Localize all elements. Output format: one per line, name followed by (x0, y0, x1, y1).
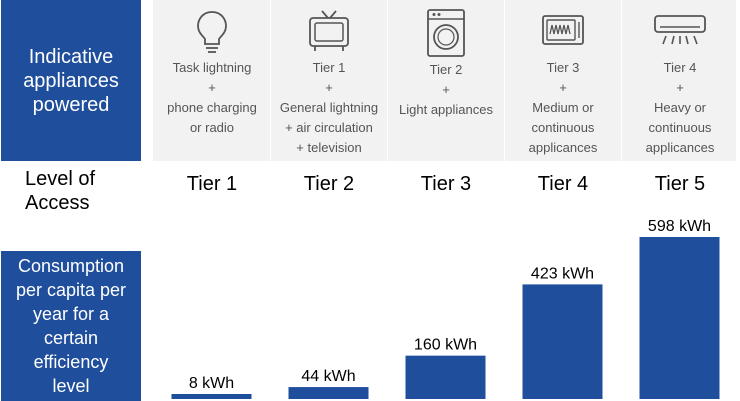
appliances-label-line: appliances (23, 69, 119, 92)
washing-machine-icon (427, 9, 465, 57)
bar-value-label: 598 kWh (648, 218, 711, 235)
tier-label: Tier 5 (654, 173, 706, 195)
bar-value-label: 160 kWh (414, 337, 477, 354)
column-divider (621, 0, 622, 161)
bar-value-label: 44 kWh (301, 368, 355, 385)
level-label-line: Access (25, 192, 90, 214)
air-conditioner-icon (654, 15, 706, 45)
television-icon (309, 10, 349, 51)
consumption-label-line: per capita per (15, 280, 127, 300)
consumption-label-line: Consumption (17, 256, 125, 276)
column-divider (270, 0, 271, 161)
appliance-description: Tier 3 + Medium or continuous applicance… (528, 60, 598, 155)
appliance-description: Tier 2 + Light appliances (399, 62, 493, 117)
level-of-access-label: Level of Access (25, 167, 95, 215)
consumption-label-line: efficiency (33, 352, 109, 372)
bar-value-label: 423 kWh (531, 265, 594, 282)
tier-label: Tier 4 (537, 173, 589, 195)
bar-tier-4 (522, 284, 603, 399)
consumption-label-line: year for a (32, 304, 110, 324)
column-divider (387, 0, 388, 161)
microwave-icon (542, 15, 584, 45)
appliances-row-label: Indicative appliances powered (1, 0, 141, 161)
bar-tier-5 (639, 237, 720, 399)
consumption-bar-chart: 8 kWh 44 kWh 160 kWh 423 kWh 598 kWh (171, 218, 720, 399)
tier-label: Tier 1 (186, 173, 238, 195)
consumption-label-line: certain (43, 328, 98, 348)
appliances-label-line: powered (32, 93, 110, 116)
appliances-panel (153, 0, 736, 161)
appliance-description: Tier 4 + Heavy or continuous applicances (645, 60, 715, 155)
bar-tier-3 (405, 355, 486, 399)
appliance-column-tier2: Tier 1 + General lightning + air circula… (270, 8, 388, 158)
bar-value-label: 8 kWh (189, 375, 234, 392)
appliances-label-line: Indicative (28, 45, 114, 68)
level-label-line: Level of (25, 168, 96, 190)
appliance-column-tier3: Tier 2 + Light appliances (387, 8, 505, 120)
appliance-column-tier4: Tier 3 + Medium or continuous applicance… (504, 8, 622, 158)
bar-tier-2 (288, 387, 369, 399)
bar-tier-1 (171, 394, 252, 399)
appliance-description: Task lightning + phone charging or radio (167, 60, 257, 135)
column-divider (504, 0, 505, 161)
light-bulb-icon (197, 11, 227, 53)
consumption-row-label: Consumption per capita per year for a ce… (1, 251, 141, 401)
consumption-label-line: level (52, 376, 90, 396)
appliance-column-tier5: Tier 4 + Heavy or continuous applicances (621, 8, 739, 158)
tier-label: Tier 3 (420, 173, 472, 195)
appliance-description: Tier 1 + General lightning + air circula… (279, 60, 379, 155)
tier-label: Tier 2 (303, 173, 355, 195)
appliance-column-tier1: Task lightning + phone charging or radio (153, 8, 271, 138)
